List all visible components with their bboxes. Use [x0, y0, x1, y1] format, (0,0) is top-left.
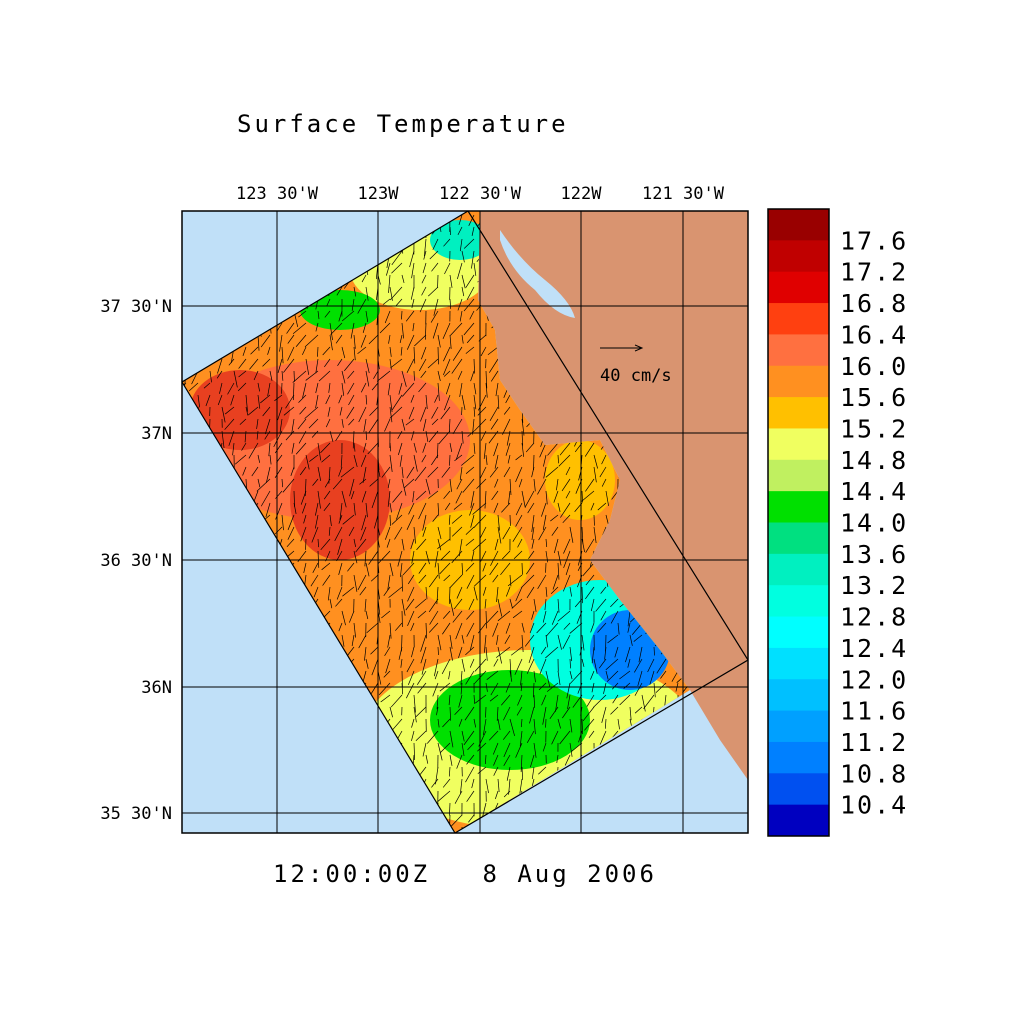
colorbar-swatch: [768, 742, 829, 774]
colorbar-swatch: [768, 397, 829, 429]
colorbar-swatch: [768, 491, 829, 523]
colorbar-swatch: [768, 679, 829, 711]
lat-label: 37N: [141, 424, 172, 444]
colorbar-swatch: [768, 805, 829, 837]
colorbar-label: 10.4: [840, 791, 908, 820]
colorbar-swatch: [768, 272, 829, 304]
lon-label: 123W: [358, 184, 400, 204]
lon-label: 122 30'W: [439, 184, 522, 204]
colorbar-label: 10.8: [840, 759, 908, 788]
colorbar-label: 12.0: [840, 665, 908, 694]
lon-label: 121 30'W: [642, 184, 725, 204]
colorbar-label: 14.4: [840, 477, 908, 506]
colorbar-label: 15.2: [840, 414, 908, 443]
colorbar-label: 16.8: [840, 289, 908, 318]
colorbar-label: 14.0: [840, 509, 908, 538]
timestamp: 12:00:00Z 8 Aug 2006: [273, 860, 657, 888]
lon-label: 123 30'W: [236, 184, 319, 204]
colorbar-label: 13.6: [840, 540, 908, 569]
colorbar-label: 13.2: [840, 571, 908, 600]
lat-label: 35 30'N: [100, 804, 172, 824]
lat-label: 37 30'N: [100, 297, 172, 317]
colorbar-label: 16.0: [840, 352, 908, 381]
colorbar-swatch: [768, 648, 829, 680]
colorbar-swatch: [768, 773, 829, 805]
colorbar-swatch: [768, 240, 829, 272]
lon-label: 122W: [561, 184, 603, 204]
lat-label: 36N: [141, 678, 172, 698]
colorbar-swatch: [768, 209, 829, 241]
scale-label: 40 cm/s: [600, 366, 672, 386]
colorbar-label: 15.6: [840, 383, 908, 412]
colorbar-swatch: [768, 523, 829, 555]
colorbar-swatch: [768, 617, 829, 649]
lat-label: 36 30'N: [100, 551, 172, 571]
title: Surface Temperature: [237, 110, 569, 138]
colorbar-label: 17.2: [840, 258, 908, 287]
colorbar-label: 14.8: [840, 446, 908, 475]
map-area: [175, 211, 748, 844]
colorbar-swatch: [768, 303, 829, 335]
colorbar-label: 17.6: [840, 226, 908, 255]
colorbar-swatch: [768, 460, 829, 492]
colorbar-label: 12.4: [840, 634, 908, 663]
colorbar-swatch: [768, 366, 829, 398]
colorbar-label: 12.8: [840, 603, 908, 632]
colorbar-label: 11.2: [840, 728, 908, 757]
colorbar-swatch: [768, 585, 829, 617]
colorbar-swatch: [768, 711, 829, 743]
colorbar-swatch: [768, 554, 829, 586]
colorbar-label: 16.4: [840, 320, 908, 349]
colorbar-swatch: [768, 334, 829, 366]
colorbar-swatch: [768, 428, 829, 460]
colorbar: [768, 209, 829, 837]
colorbar-label: 11.6: [840, 697, 908, 726]
